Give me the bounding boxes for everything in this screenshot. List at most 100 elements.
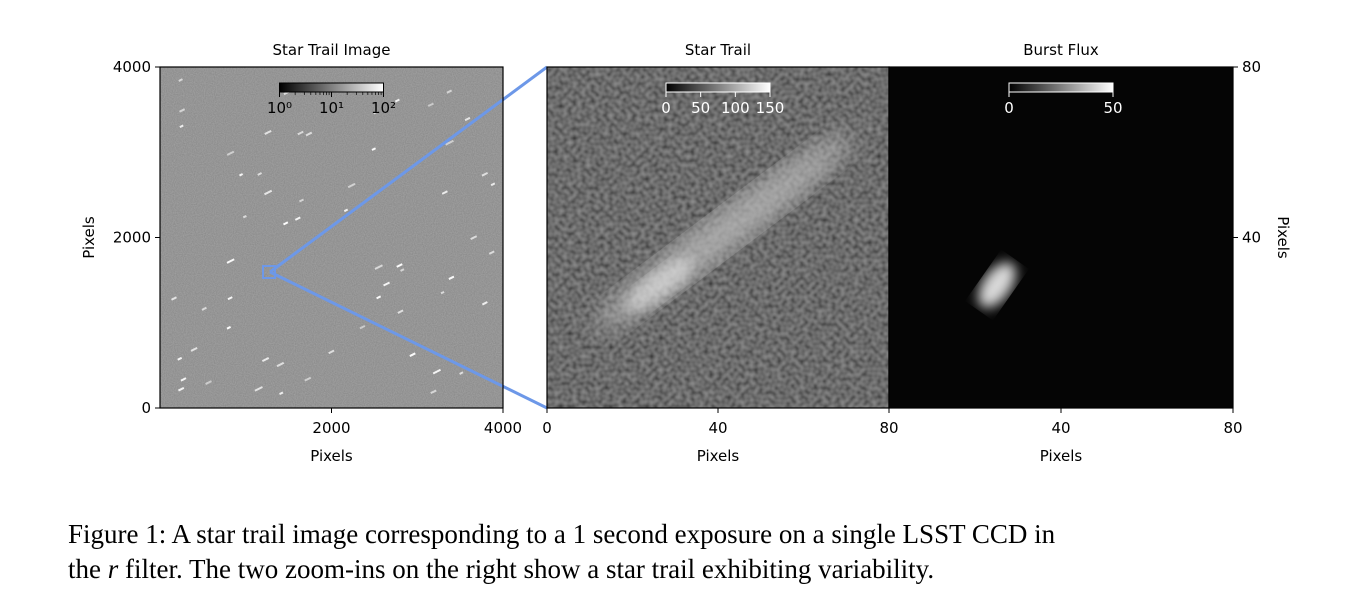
star-trail [347,182,356,189]
y-tick-label: 2000 [113,229,151,247]
star-trail [294,216,301,221]
panel-images [160,65,1233,410]
star-trail [383,281,391,287]
star-trail [305,131,313,137]
star-trail [171,296,177,301]
star-trail [178,78,183,82]
star-trail [488,250,495,255]
colorbar-tick-label: 10² [371,99,396,117]
star-trail [427,102,434,107]
star-trail [400,268,405,272]
star-trail [226,325,232,330]
panel-title: Star Trail [685,41,751,59]
star-trail [371,147,377,151]
star-trail [279,391,284,396]
star-trail [226,258,235,264]
star-trail [276,361,285,368]
star-trail [257,172,263,176]
star-trail [201,306,207,311]
star-trail [179,124,184,129]
star-trail [328,349,335,355]
star-trail [177,386,185,392]
y-tick-label: 4000 [113,58,151,76]
colorbar-tick-label: 150 [756,99,785,117]
caption: the r filter. The two zoom-ins on the ri… [68,554,934,584]
colorbar-tick-label: 10¹ [319,99,344,117]
y-tick-label: 80 [1242,58,1261,76]
star-trail [459,371,464,375]
x-tick-label: 2000 [312,419,350,437]
colorbar-tick-label: 100 [721,99,750,117]
star-trail [205,380,212,385]
star-trail [481,171,489,177]
star-trail [470,235,478,240]
x-tick-label: 4000 [484,419,522,437]
star-trail [283,221,289,226]
x-axis-label: Pixels [697,447,740,465]
panel-title: Burst Flux [1023,41,1099,59]
x-tick-label: 80 [879,419,898,437]
star-trail [464,116,471,122]
caption-part: filter. The two zoom-ins on the right sh… [118,554,934,584]
colorbar-tick-label: 10⁰ [267,99,292,117]
star-trail [481,301,488,306]
star-trail [445,139,454,146]
noise [160,67,503,408]
star-trail [376,295,382,300]
x-axis-label: Pixels [310,447,353,465]
x-tick-label: 40 [1051,419,1070,437]
star-trail [359,324,366,330]
star-trail [394,98,400,103]
star-trail [180,377,187,382]
star-trail [490,182,496,187]
star-trail [446,89,453,94]
caption-part: r [108,554,119,584]
star-trail [261,357,270,362]
star-trail [374,264,383,270]
star-trail [430,389,437,395]
star-trail [264,129,272,135]
star-trail [227,296,233,301]
star-trail [297,130,304,136]
star-trail [373,110,378,115]
star-trail [190,346,198,352]
star-trail [441,190,448,195]
star-trail [177,356,183,361]
colorbar-tick-label: 50 [691,99,710,117]
star-trail [226,150,235,156]
burst [978,262,1016,308]
trail-core [626,258,694,312]
x-tick-label: 80 [1223,419,1242,437]
star-trail [440,290,445,295]
star-trail [239,173,244,177]
zoom-box [262,265,276,279]
x-axis-label: Pixels [1040,447,1083,465]
y-axis-label: Pixels [1274,216,1292,259]
y-axis-label: Pixels [80,216,98,259]
y-tick-label: 0 [141,399,151,417]
caption-part: the [68,554,108,584]
colorbar-tick-label: 50 [1103,99,1122,117]
colorbar [665,82,771,93]
star-trail [179,108,186,113]
star-trail [298,198,304,203]
dark-bg [889,67,1233,408]
star-trail [396,263,403,268]
colorbar-tick-label: 0 [1004,99,1014,117]
zoom-line [269,65,548,274]
y-tick-label: 40 [1242,229,1261,247]
zoom-line [269,270,548,410]
star-trail [304,376,312,382]
star-trail [432,368,441,375]
star-trail [254,386,263,392]
star-trail [242,215,247,219]
star-trail [448,275,455,280]
caption: Figure 1: A star trail image correspondi… [68,519,1056,549]
colorbar-tick-label: 0 [661,99,671,117]
star-trail [343,208,349,213]
colorbar [1008,82,1114,93]
star-trail [264,189,273,196]
x-tick-label: 40 [708,419,727,437]
panel-title: Star Trail Image [273,41,391,59]
